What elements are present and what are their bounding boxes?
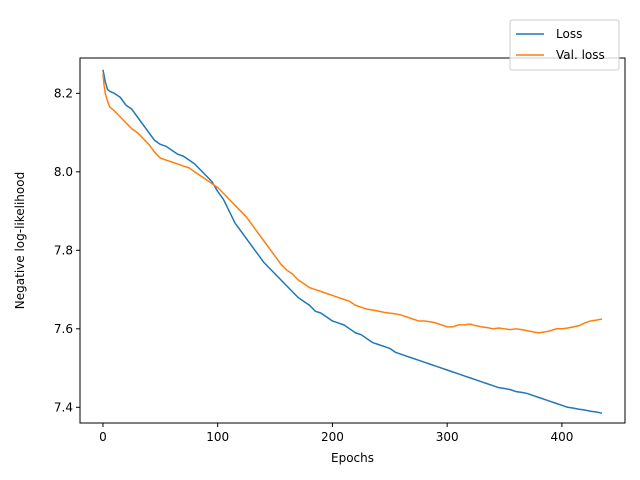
legend: Loss Val. loss	[509, 19, 620, 71]
ticks-layer: 0 100 200 300 400 7.4 7.6 7.8 8.0 8.2	[54, 86, 573, 444]
y-tick-label: 7.4	[54, 400, 73, 414]
axes-spines	[79, 57, 626, 424]
y-tick-label: 7.6	[54, 322, 73, 336]
series-layer	[102, 69, 603, 414]
x-axis-label: Epochs	[331, 451, 374, 465]
plot-area	[80, 58, 625, 423]
legend-label-val-loss: Val. loss	[556, 48, 605, 62]
x-tick-label: 0	[99, 430, 107, 444]
x-tick-label: 200	[321, 430, 344, 444]
x-tick-label: 400	[550, 430, 573, 444]
y-tick-label: 7.8	[54, 243, 73, 257]
y-tick-label: 8.2	[54, 86, 73, 100]
x-tick-label: 300	[436, 430, 459, 444]
x-tick-label: 100	[206, 430, 229, 444]
frame-layer	[79, 57, 626, 424]
axes-frame	[80, 58, 625, 423]
legend-label-loss: Loss	[556, 27, 582, 41]
series-line-val-loss	[102, 73, 603, 334]
legend-box	[509, 19, 620, 71]
y-axis-label: Negative log-likelihood	[13, 172, 27, 309]
series-line-loss	[102, 69, 603, 414]
y-tick-label: 8.0	[54, 165, 73, 179]
